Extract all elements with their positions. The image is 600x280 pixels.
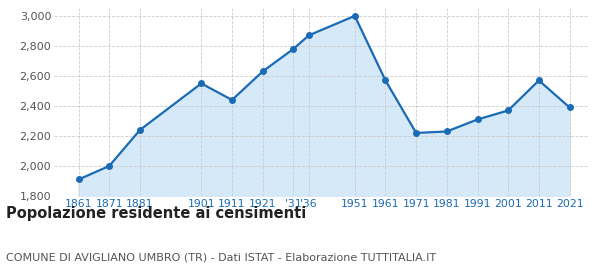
Text: Popolazione residente ai censimenti: Popolazione residente ai censimenti xyxy=(6,206,306,221)
Text: COMUNE DI AVIGLIANO UMBRO (TR) - Dati ISTAT - Elaborazione TUTTITALIA.IT: COMUNE DI AVIGLIANO UMBRO (TR) - Dati IS… xyxy=(6,252,436,262)
